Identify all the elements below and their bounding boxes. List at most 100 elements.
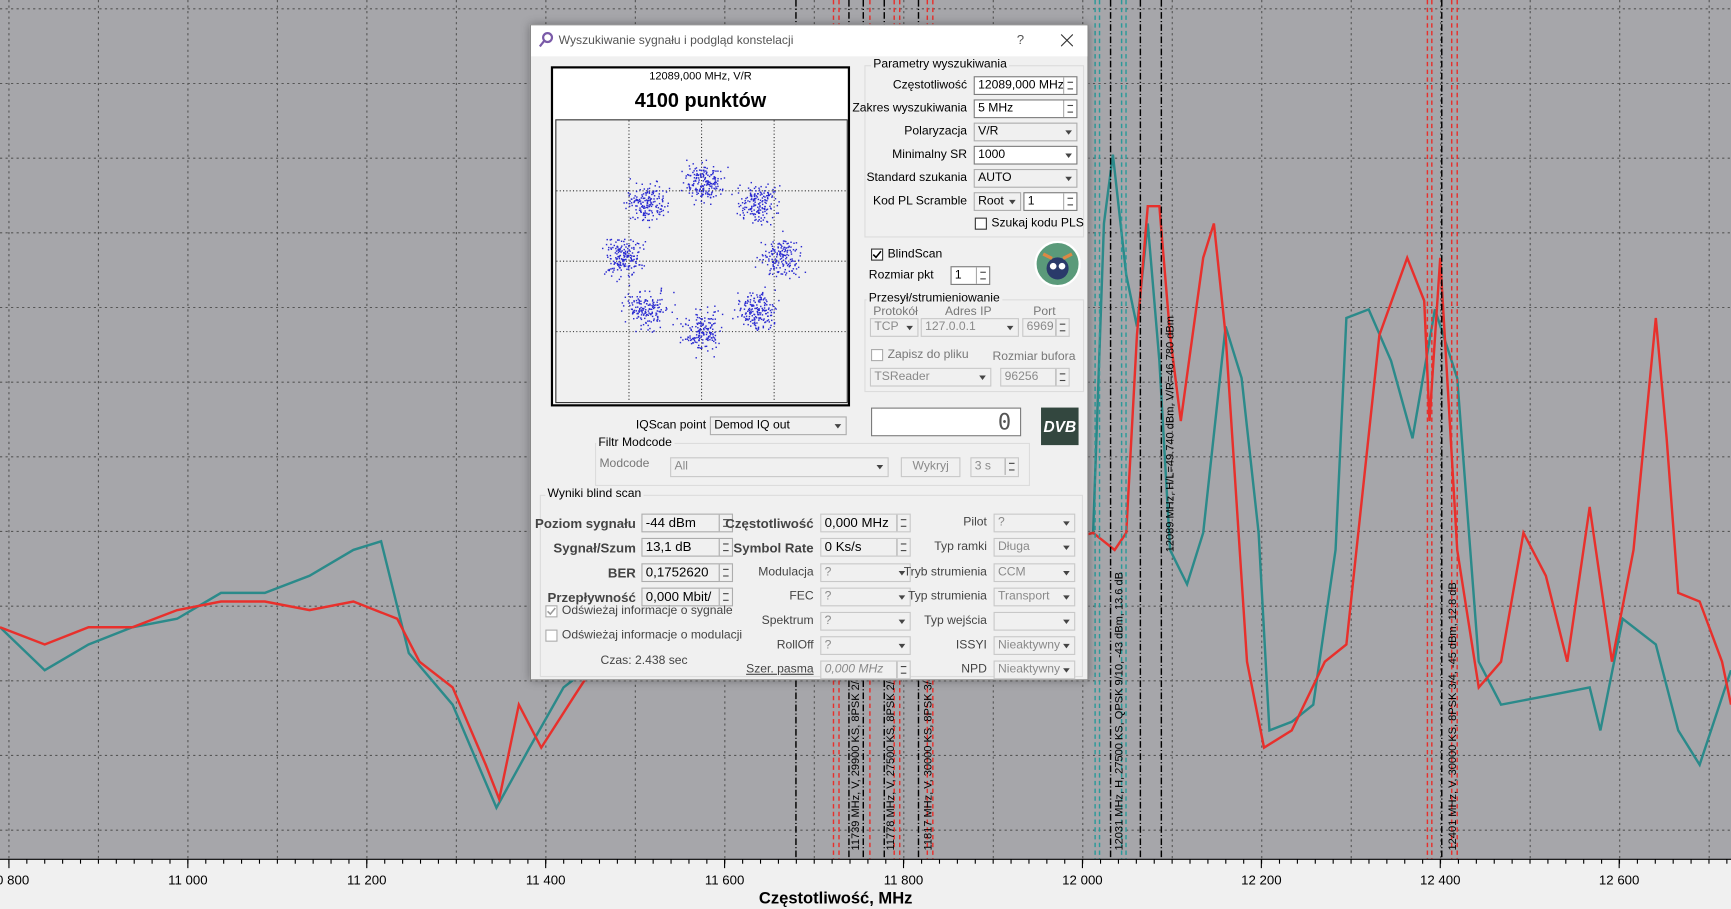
link[interactable]: Szer. pasma — [746, 662, 814, 676]
constellation-dot — [712, 170, 714, 172]
constellation-dot — [620, 251, 622, 253]
constellation-dot — [761, 203, 764, 206]
constellation-dot — [709, 181, 711, 183]
constellation-dot — [749, 208, 752, 211]
constellation-dot — [747, 299, 749, 302]
help-button[interactable]: ? — [1016, 32, 1025, 48]
constellation-dot — [793, 260, 795, 262]
constellation-dot — [755, 316, 758, 319]
constellation-dot — [616, 245, 619, 248]
constellation-dot — [688, 165, 691, 167]
constellation-dot — [749, 195, 752, 197]
constellation-dot — [712, 171, 714, 174]
label: Rozmiar bufora — [992, 350, 1076, 364]
constellation-dot — [699, 173, 702, 175]
constellation-dot — [620, 246, 622, 249]
constellation-dot — [629, 178, 632, 180]
constellation-dot — [794, 263, 796, 266]
constellation-dot — [633, 300, 635, 302]
constellation-dot — [763, 207, 766, 210]
constellation-dot — [648, 213, 650, 215]
constellation-dot — [785, 260, 787, 263]
constellation-dot — [648, 226, 651, 229]
constellation-dot — [777, 243, 779, 245]
constellation-dot — [750, 194, 753, 196]
constellation-dot — [661, 200, 664, 203]
checkbox[interactable] — [871, 248, 884, 261]
constellation-dot — [752, 200, 755, 202]
constellation-dot — [769, 255, 771, 258]
constellation-dot — [609, 239, 612, 241]
constellation-dot — [754, 219, 756, 222]
constellation-dot — [717, 310, 719, 312]
constellation-dot — [711, 324, 713, 326]
spin-box[interactable]: 12089,000 MHz — [973, 76, 1078, 95]
label: Częstotliwość — [892, 78, 968, 92]
constellation-dot — [701, 193, 704, 195]
constellation-dot — [651, 191, 654, 193]
constellation-dot — [755, 307, 758, 310]
constellation-dot — [766, 256, 768, 258]
constellation-dot — [741, 209, 744, 212]
constellation-dot — [647, 314, 650, 316]
group-title: Parametry wyszukiwania — [871, 57, 1010, 71]
constellation-dot — [712, 318, 714, 321]
constellation-dot — [630, 239, 632, 241]
constellation-dot — [763, 318, 765, 320]
close-button[interactable] — [1060, 34, 1074, 47]
constellation-dot — [714, 334, 717, 337]
constellation-dot — [634, 260, 637, 263]
constellation-dot — [614, 262, 617, 264]
constellation-dot — [766, 200, 768, 202]
constellation-dot — [621, 258, 623, 261]
constellation-dot — [751, 305, 753, 307]
constellation-dot — [635, 205, 637, 207]
constellation-dot — [759, 202, 761, 204]
constellation-dot — [695, 313, 697, 316]
constellation-dot — [717, 185, 719, 188]
combo-box[interactable]: AUTO — [973, 168, 1078, 188]
constellation-dot — [744, 206, 746, 208]
constellation-dot — [793, 272, 795, 275]
constellation-dot — [695, 308, 697, 310]
spin-box[interactable]: 1 — [950, 266, 991, 285]
constellation-dot — [702, 331, 705, 334]
constellation-dot — [754, 186, 757, 188]
constellation-dot — [650, 210, 653, 212]
constellation-dot — [752, 222, 754, 224]
constellation-dot — [763, 192, 765, 194]
constellation-dot — [688, 319, 690, 321]
spin-box[interactable]: 5 MHz — [973, 99, 1078, 119]
constellation-dot — [624, 250, 627, 253]
constellation-dot — [746, 211, 749, 214]
constellation-dot — [656, 211, 659, 214]
combo-box[interactable]: Root — [973, 192, 1022, 211]
checkbox[interactable] — [974, 217, 987, 230]
constellation-dot — [615, 241, 617, 243]
constellation-dot — [781, 273, 784, 275]
value-field: ? — [820, 587, 911, 607]
combo-box[interactable]: 1000 — [973, 145, 1078, 165]
constellation-dot — [788, 270, 791, 273]
constellation-dot — [710, 333, 712, 335]
combo-box[interactable]: Demod IQ out — [709, 416, 847, 436]
constellation-dot — [628, 284, 631, 287]
constellation-dot — [705, 345, 708, 348]
constellation-dot — [634, 195, 636, 197]
constellation-dot — [633, 258, 635, 261]
label: Standard szukania — [866, 171, 968, 185]
spin-box: 6969 — [1022, 318, 1070, 337]
constellation-dot — [698, 330, 701, 333]
group-title: Wyniki blind scan — [545, 487, 644, 501]
constellation-dot — [633, 246, 635, 249]
constellation-dot — [695, 334, 698, 336]
combo-box[interactable]: V/R — [973, 122, 1078, 142]
constellation-dot — [665, 309, 667, 312]
constellation-dot — [614, 252, 617, 254]
constellation-dot — [706, 171, 708, 174]
spin-box[interactable]: 1 — [1023, 192, 1078, 211]
constellation-dot — [754, 204, 756, 207]
constellation-dot — [653, 304, 655, 307]
constellation-dot — [617, 251, 620, 254]
constellation-dot — [736, 212, 738, 215]
